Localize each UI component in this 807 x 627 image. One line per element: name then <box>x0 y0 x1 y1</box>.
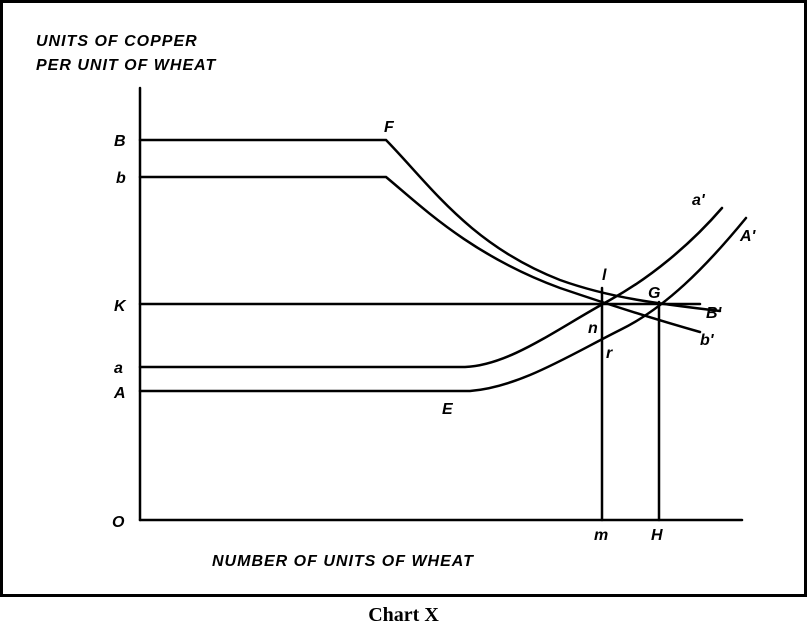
chart-caption: Chart X <box>368 604 439 626</box>
y-axis-title-line-1: UNITS OF COPPER <box>36 33 198 50</box>
y-label-A: A <box>113 385 126 402</box>
curve-label-Bprime: B' <box>706 305 723 322</box>
origin-label: O <box>112 514 125 531</box>
curve-A-E-Aprime <box>138 216 748 393</box>
curve-label-Aprime: A' <box>739 228 757 245</box>
x-label-m: m <box>594 527 608 544</box>
point-label-n: n <box>588 320 598 337</box>
y-label-b: b <box>116 170 126 187</box>
point-label-r: r <box>606 345 613 362</box>
y-label-K: K <box>114 298 127 315</box>
y-axis-title-line-2: PER UNIT OF WHEAT <box>36 57 216 74</box>
curve-label-E: E <box>442 401 454 418</box>
x-axis-title: NUMBER OF UNITS OF WHEAT <box>212 553 474 570</box>
point-label-G: G <box>648 285 660 302</box>
y-label-B: B <box>114 133 126 150</box>
y-label-a: a <box>114 360 123 377</box>
curve-b-bprime <box>138 175 702 334</box>
curve-label-F: F <box>384 119 395 136</box>
x-label-H: H <box>651 527 663 544</box>
curve-label-bprime: b' <box>700 332 715 349</box>
curve-a-aprime <box>138 206 724 369</box>
diagram-frame <box>0 0 807 597</box>
point-label-l: l <box>602 267 607 284</box>
curve-label-aprime: a' <box>692 192 706 209</box>
